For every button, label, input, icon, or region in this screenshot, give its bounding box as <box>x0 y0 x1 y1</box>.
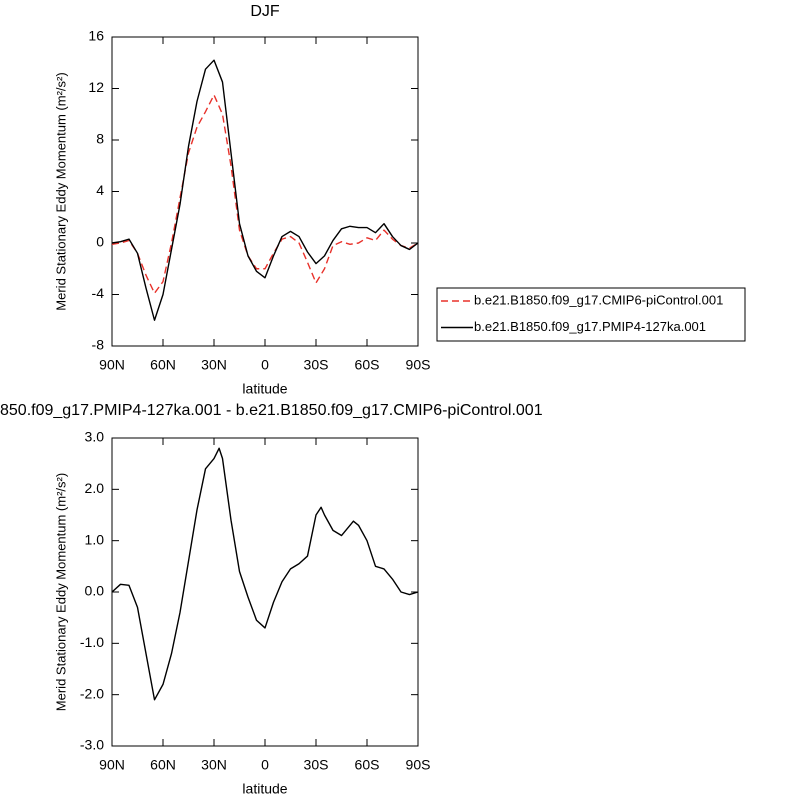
x-tick-label: 30N <box>201 357 227 373</box>
y-tick-label: 2.0 <box>85 480 105 496</box>
y-tick-label: -2.0 <box>80 685 104 701</box>
y-tick-label: 0 <box>96 234 104 250</box>
x-tick-label: 90S <box>406 757 431 773</box>
y-tick-label: 1.0 <box>85 531 105 547</box>
y-tick-label: 3.0 <box>85 429 105 445</box>
data-line <box>111 447 419 701</box>
x-tick-label: 60S <box>355 357 380 373</box>
y-tick-label: -3.0 <box>80 737 104 753</box>
x-tick-label: 60N <box>150 757 176 773</box>
x-tick-label: 30S <box>304 757 329 773</box>
x-tick-label: 90S <box>406 357 431 373</box>
x-tick-label: 0 <box>261 357 269 373</box>
chart-title: DJF <box>250 3 280 20</box>
data-line <box>111 59 419 321</box>
x-tick-label: 0 <box>261 757 269 773</box>
x-axis-label: latitude <box>242 781 287 797</box>
y-tick-label: -1.0 <box>80 634 104 650</box>
y-tick-label: -8 <box>92 337 105 353</box>
y-tick-label: -4 <box>92 285 105 301</box>
y-tick-label: 8 <box>96 131 104 147</box>
y-axis-label: Merid Stationary Eddy Momentum (m²/s²) <box>53 72 68 310</box>
y-axis-label: Merid Stationary Eddy Momentum (m²/s²) <box>53 473 68 711</box>
y-tick-label: 12 <box>88 79 104 95</box>
x-tick-label: 60S <box>355 757 380 773</box>
plot-frame <box>111 437 419 747</box>
y-tick-label: 4 <box>96 182 104 198</box>
x-tick-label: 90N <box>99 757 125 773</box>
plot-frame <box>111 36 419 347</box>
x-tick-label: 30N <box>201 757 227 773</box>
legend-label: b.e21.B1850.f09_g17.CMIP6-piControl.001 <box>474 292 723 307</box>
x-axis-label: latitude <box>242 381 287 397</box>
chart-title: 850.f09_g17.PMIP4-127ka.001 - b.e21.B185… <box>0 402 543 419</box>
y-tick-label: 16 <box>88 28 104 44</box>
x-tick-label: 60N <box>150 357 176 373</box>
legend-box <box>436 287 746 342</box>
data-line <box>111 94 419 294</box>
x-tick-label: 30S <box>304 357 329 373</box>
y-tick-label: 0.0 <box>85 583 105 599</box>
x-tick-label: 90N <box>99 357 125 373</box>
legend-label: b.e21.B1850.f09_g17.PMIP4-127ka.001 <box>474 319 706 334</box>
